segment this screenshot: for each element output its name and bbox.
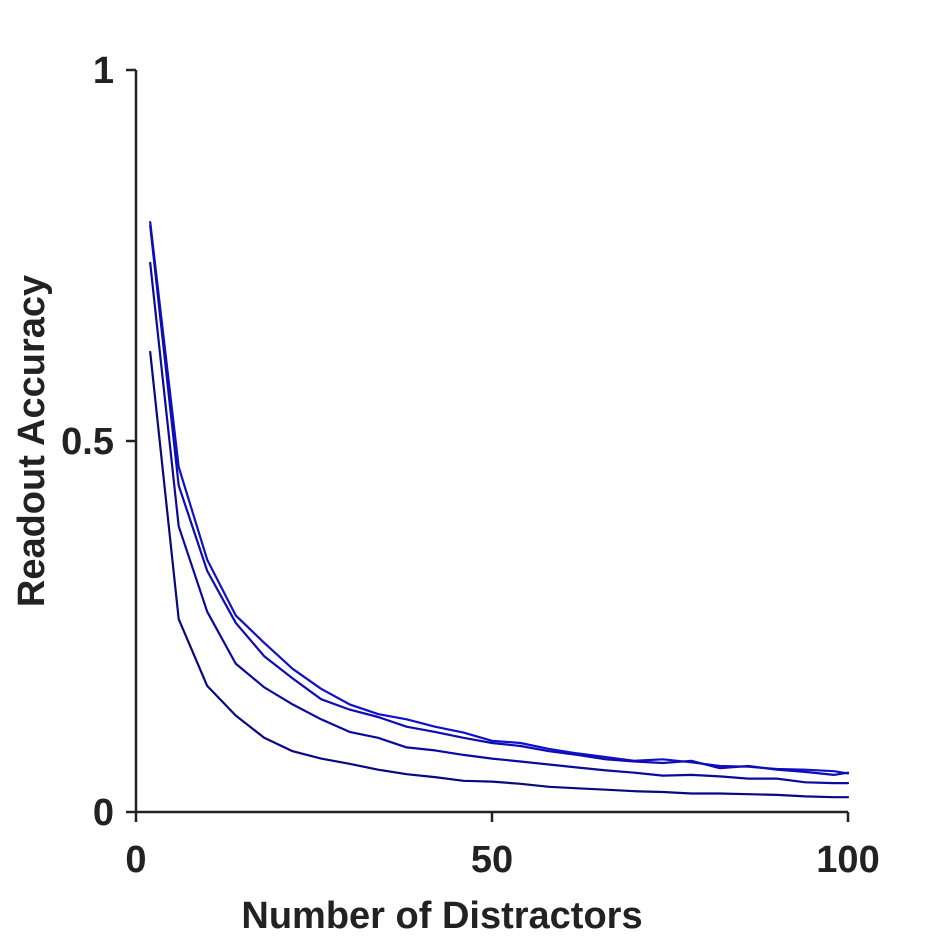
series-line-3: [149, 261, 850, 785]
series-line-1: [149, 221, 850, 775]
y-tick-label: 0: [93, 792, 114, 834]
x-tick-label: 100: [816, 839, 879, 881]
series-line-2: [149, 224, 850, 777]
x-tick-label: 50: [471, 839, 513, 881]
y-tick-label: 1: [93, 50, 114, 92]
x-ticks: 0 50 100: [125, 812, 880, 881]
series-group: [149, 221, 850, 799]
axes: 00.51 0 50 100: [61, 50, 880, 881]
x-tick-label: 0: [125, 839, 146, 881]
y-tick-label: 0.5: [61, 421, 114, 463]
y-ticks: 00.51: [61, 50, 136, 834]
x-axis-label: Number of Distractors: [241, 895, 642, 937]
y-axis-label: Readout Accuracy: [11, 275, 53, 607]
series-line-4: [149, 350, 850, 799]
